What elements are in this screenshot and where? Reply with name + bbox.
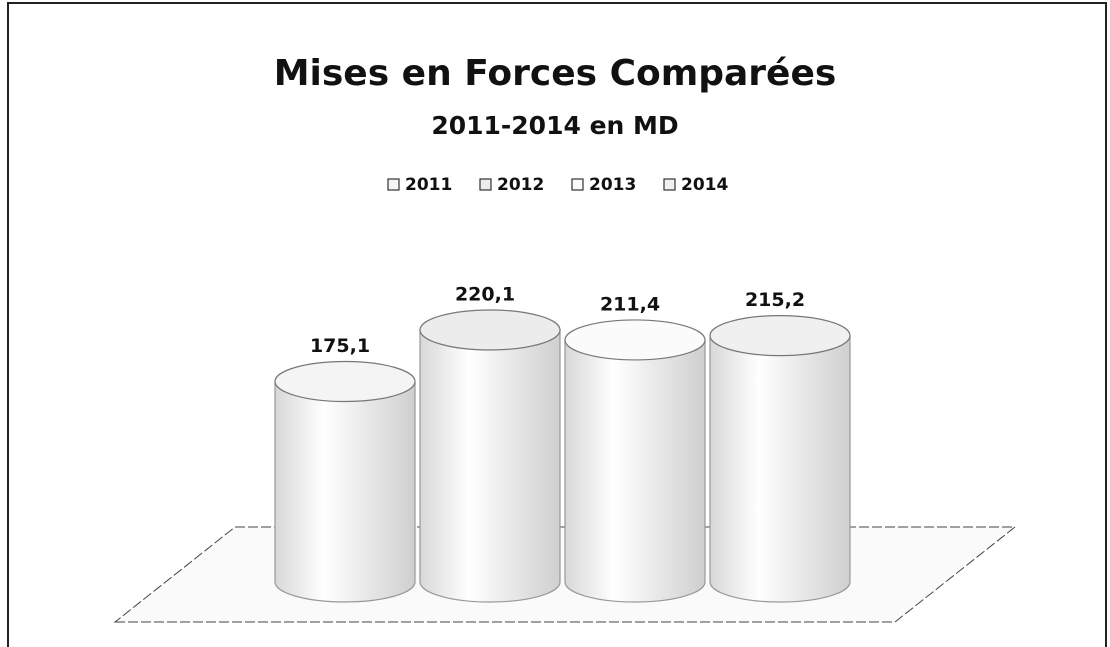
cylinder-top: [564, 319, 706, 361]
cylinder: [274, 380, 416, 603]
legend-swatch: [479, 178, 492, 191]
legend-swatch: [571, 178, 584, 191]
data-label: 211,4: [600, 293, 660, 315]
cylinder-top: [709, 314, 851, 357]
legend-label: 2011: [405, 175, 452, 195]
data-label: 220,1: [455, 283, 515, 305]
chart-subtitle: 2011-2014 en MD: [431, 111, 678, 140]
chart-title: Mises en Forces Comparées: [274, 53, 837, 94]
data-label: 175,1: [310, 335, 370, 357]
cylinder-top: [419, 309, 561, 351]
legend-label: 2014: [681, 175, 728, 195]
cylinder: [419, 329, 561, 603]
cylinder-top: [274, 360, 416, 403]
cylinder: [709, 334, 851, 603]
legend-swatch: [663, 178, 676, 191]
legend-label: 2012: [497, 175, 544, 195]
cylinder: [564, 339, 706, 603]
data-label: 215,2: [745, 289, 805, 311]
legend-label: 2013: [589, 175, 636, 195]
legend-swatch: [387, 178, 400, 191]
